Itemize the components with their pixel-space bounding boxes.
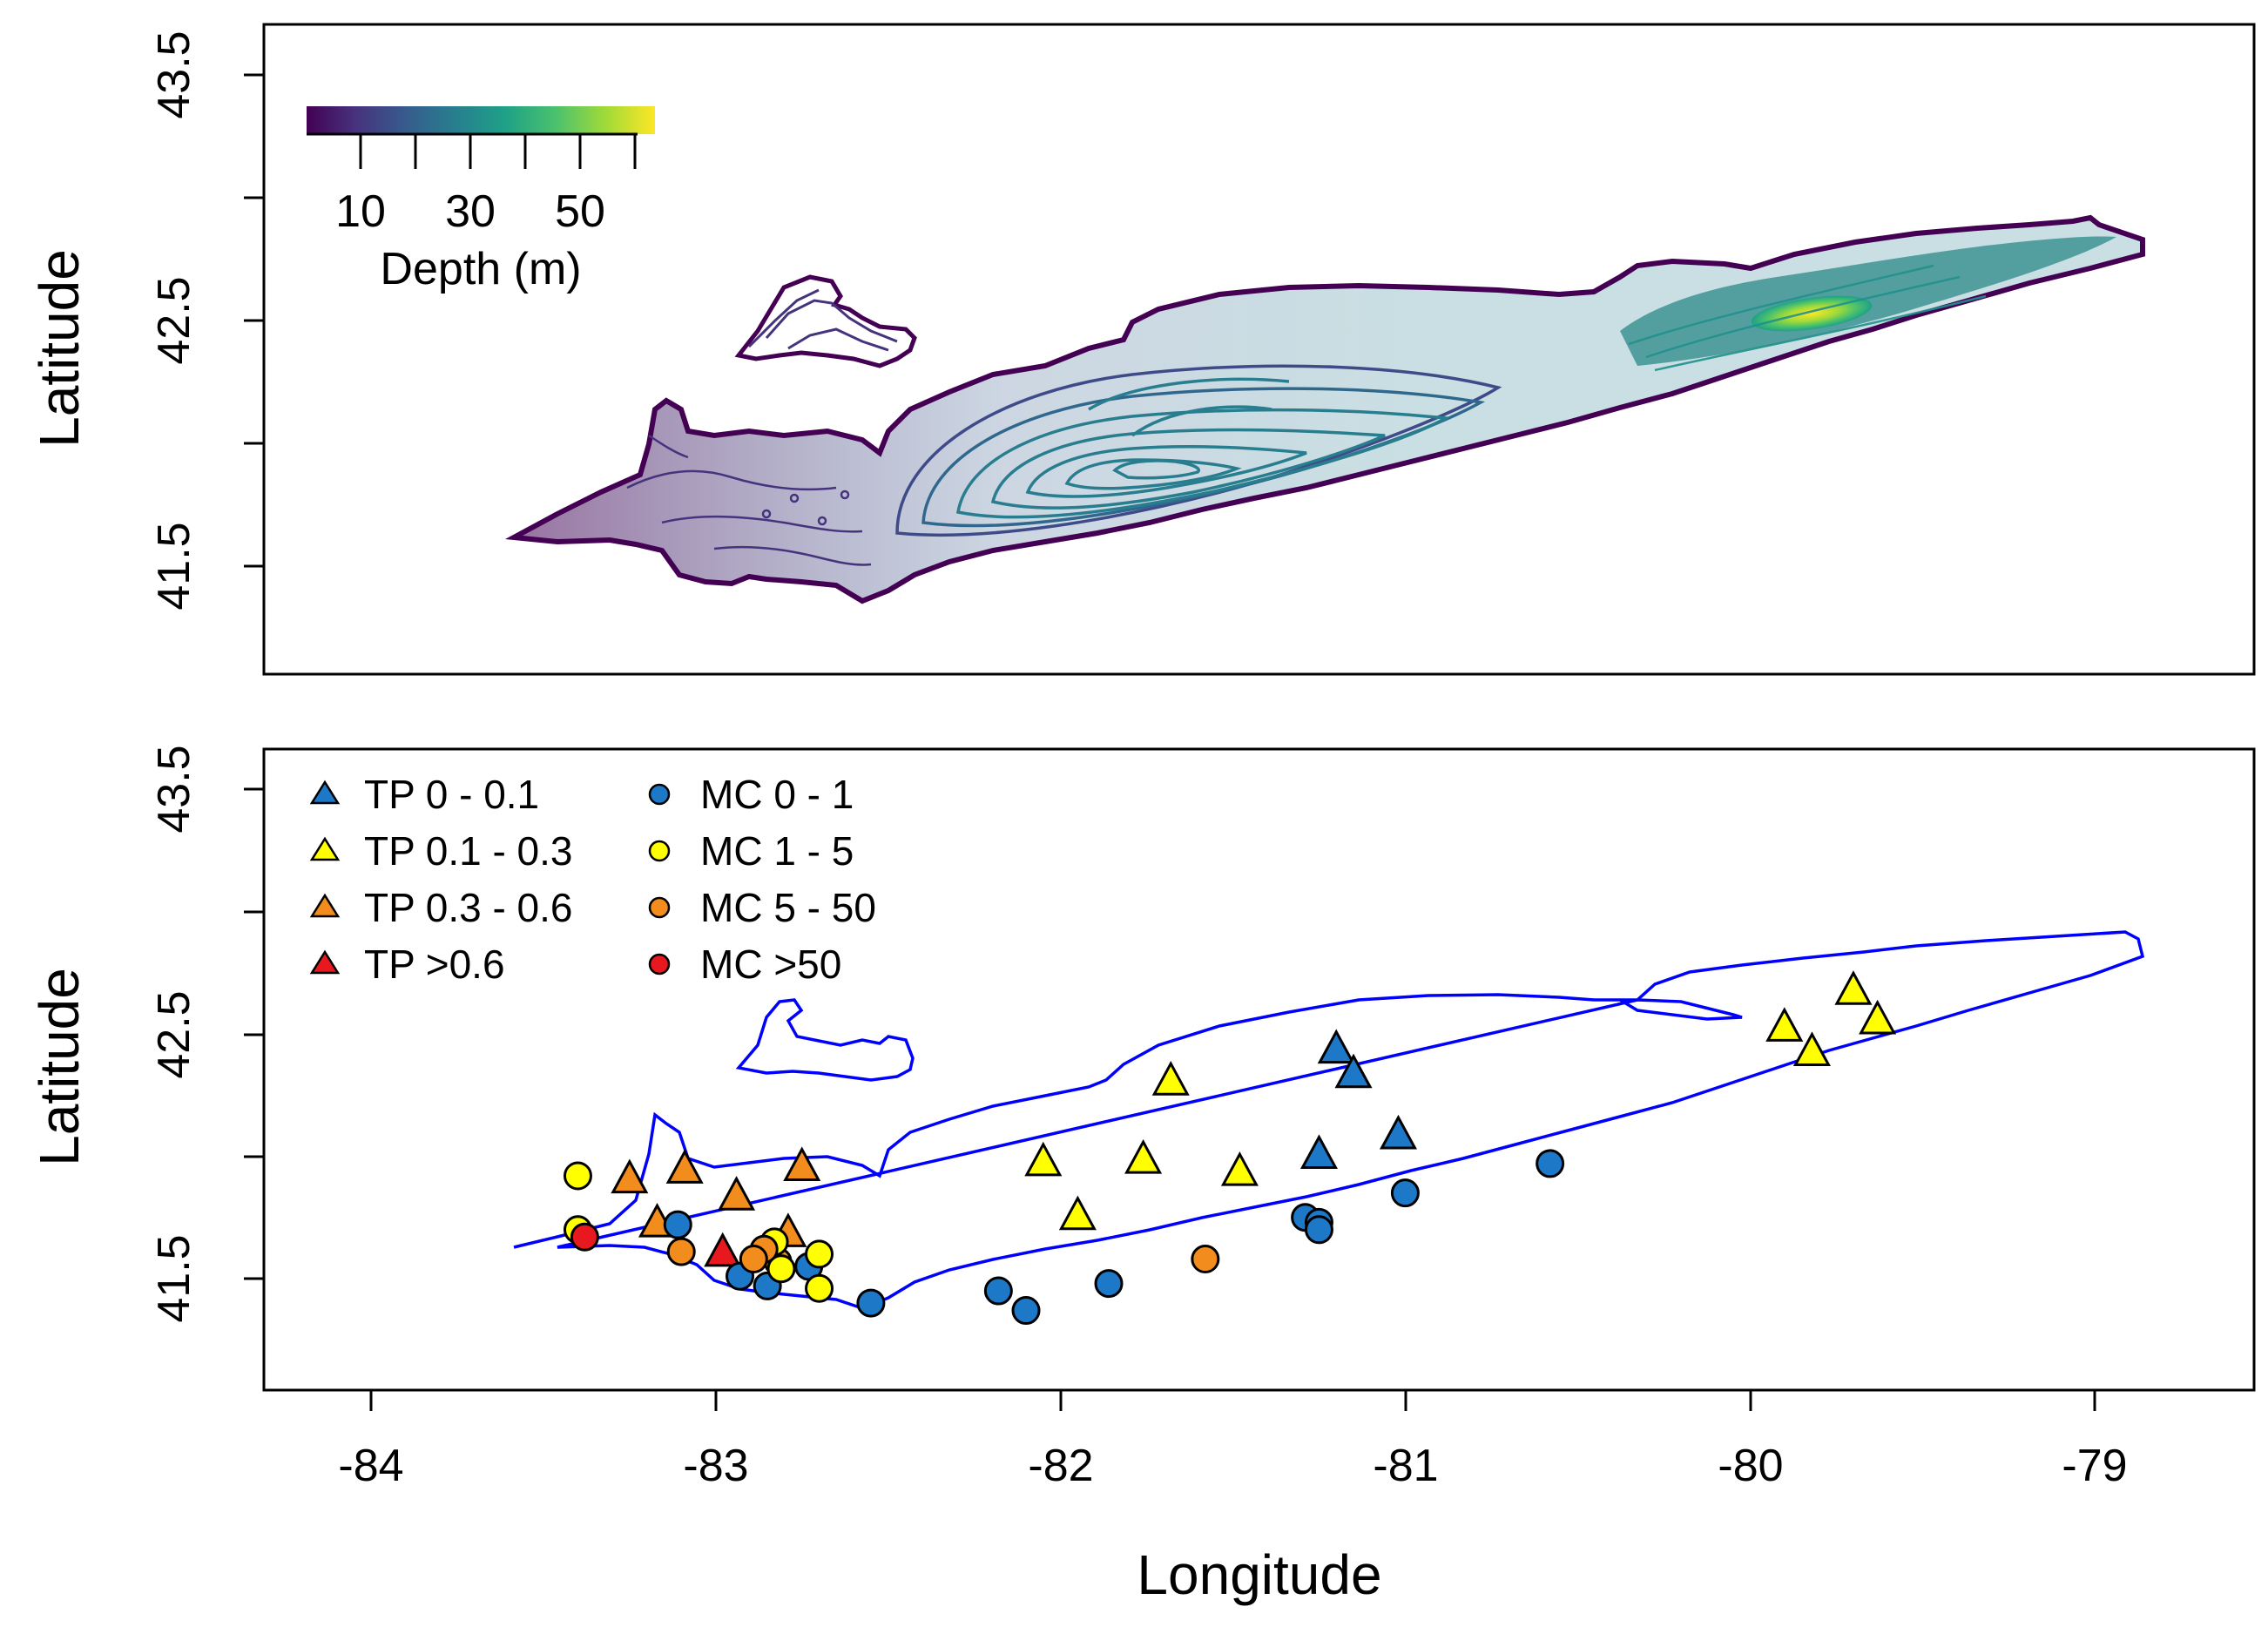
mc-site-marker-19 <box>1191 1245 1220 1274</box>
mc-site-marker-16 <box>983 1276 1013 1306</box>
tp-site-marker-0 <box>1317 1029 1355 1064</box>
depth-colorbar: 10 30 50 Depth (m) <box>307 106 655 294</box>
bottom-panel: 41.5 42.5 43.5 Latitude -84 -83 -82 -81 … <box>28 745 2256 1606</box>
bottom-y-axis <box>244 787 266 1280</box>
tp-site-marker-1 <box>1334 1053 1373 1089</box>
x-axis-title: Longitude <box>1137 1543 1381 1606</box>
mc-site-marker-24 <box>1536 1149 1565 1178</box>
bottom-y-axis-title: Latitude <box>28 968 91 1166</box>
mc-site-marker-18 <box>1094 1269 1124 1299</box>
top-y-axis <box>244 73 266 568</box>
mc-site-marker-14 <box>805 1273 834 1303</box>
colorbar-tick-label-10: 10 <box>335 186 386 237</box>
bottom-ytick-label-2: 43.5 <box>149 745 199 833</box>
legend-label-tp-2: TP 0.3 - 0.6 <box>364 885 573 930</box>
top-ytick-label-0: 41.5 <box>149 522 199 610</box>
pelee-island-shoreline <box>735 998 915 1082</box>
top-panel: 41.5 42.5 43.5 Latitude 10 30 50 Depth (… <box>28 23 2256 676</box>
colorbar-tick-label-30: 30 <box>445 186 496 237</box>
top-ytick-label-2: 43.5 <box>149 30 199 118</box>
mc-site-marker-3 <box>663 1210 692 1239</box>
tp-site-marker-7 <box>1024 1141 1063 1177</box>
legend-label-mc-3: MC >50 <box>700 942 841 987</box>
tp-site-marker-15 <box>718 1176 756 1211</box>
xtick-label-neg81: -81 <box>1373 1441 1438 1491</box>
site-markers <box>563 970 1897 1326</box>
colorbar-title: Depth (m) <box>380 244 581 294</box>
tp-site-marker-2 <box>1379 1114 1418 1150</box>
western-basin-texture <box>626 434 872 566</box>
tp-site-marker-11 <box>1834 970 1873 1005</box>
top-y-axis-title: Latitude <box>28 249 91 448</box>
legend-marker-mc-3 <box>648 953 671 976</box>
eastern-basin-contours <box>1628 264 1987 372</box>
tp-site-marker-13 <box>611 1158 649 1194</box>
tp-site-marker-14 <box>665 1149 704 1184</box>
mc-site-marker-11 <box>739 1245 768 1274</box>
mc-site-marker-13 <box>805 1239 834 1269</box>
mc-site-marker-8 <box>766 1254 796 1284</box>
mc-site-marker-2 <box>570 1222 599 1252</box>
mc-site-marker-22 <box>1304 1215 1333 1245</box>
legend-marker-mc-2 <box>648 896 671 919</box>
legend-label-mc-1: MC 1 - 5 <box>700 828 854 874</box>
tp-site-marker-10 <box>1792 1031 1831 1066</box>
tp-site-marker-12 <box>1859 999 1897 1035</box>
tp-site-marker-9 <box>1765 1007 1804 1042</box>
legend-marker-tp-1 <box>309 836 341 861</box>
legend-marker-tp-0 <box>309 780 341 805</box>
tp-site-marker-3 <box>1299 1134 1338 1169</box>
tp-site-marker-4 <box>1151 1061 1190 1096</box>
mc-site-marker-23 <box>1390 1178 1420 1208</box>
xtick-label-neg80: -80 <box>1718 1441 1783 1491</box>
x-axis <box>369 1388 2096 1411</box>
mc-site-marker-15 <box>856 1288 886 1318</box>
mc-site-marker-4 <box>666 1237 696 1266</box>
colorbar-strip <box>307 106 655 134</box>
tp-site-marker-8 <box>1058 1195 1097 1231</box>
xtick-label-neg83: -83 <box>683 1441 748 1491</box>
legend-label-tp-3: TP >0.6 <box>364 942 505 987</box>
tp-site-marker-5 <box>1124 1138 1163 1174</box>
legend-label-tp-1: TP 0.1 - 0.3 <box>364 828 573 874</box>
legend-marker-mc-0 <box>648 783 671 806</box>
bottom-ytick-label-0: 41.5 <box>149 1234 199 1322</box>
legend-marker-mc-1 <box>648 840 671 862</box>
xtick-label-neg84: -84 <box>338 1441 403 1491</box>
legend-label-mc-2: MC 5 - 50 <box>700 885 876 930</box>
lake-bathymetry <box>504 214 2145 604</box>
top-ytick-label-1: 42.5 <box>149 276 199 364</box>
bottom-ytick-label-1: 42.5 <box>149 990 199 1078</box>
mc-site-marker-17 <box>1011 1296 1041 1326</box>
legend-marker-tp-2 <box>309 893 341 918</box>
pelee-island-outline <box>734 274 917 368</box>
legend-label-tp-0: TP 0 - 0.1 <box>364 772 539 817</box>
xtick-label-neg82: -82 <box>1028 1441 1093 1491</box>
central-basin-contours <box>895 364 1502 537</box>
legend: TP 0 - 0.1 TP 0.1 - 0.3 TP 0.3 - 0.6 TP … <box>309 772 876 987</box>
tp-site-marker-16 <box>783 1146 821 1182</box>
xtick-label-neg79: -79 <box>2062 1441 2127 1491</box>
mc-site-marker-0 <box>563 1161 592 1191</box>
legend-marker-tp-3 <box>309 949 341 975</box>
tp-site-marker-6 <box>1220 1151 1259 1186</box>
legend-label-mc-0: MC 0 - 1 <box>700 772 854 817</box>
colorbar-tick-label-50: 50 <box>555 186 605 237</box>
pelee-island-contours <box>747 288 898 352</box>
tp-site-marker-19 <box>704 1232 742 1267</box>
